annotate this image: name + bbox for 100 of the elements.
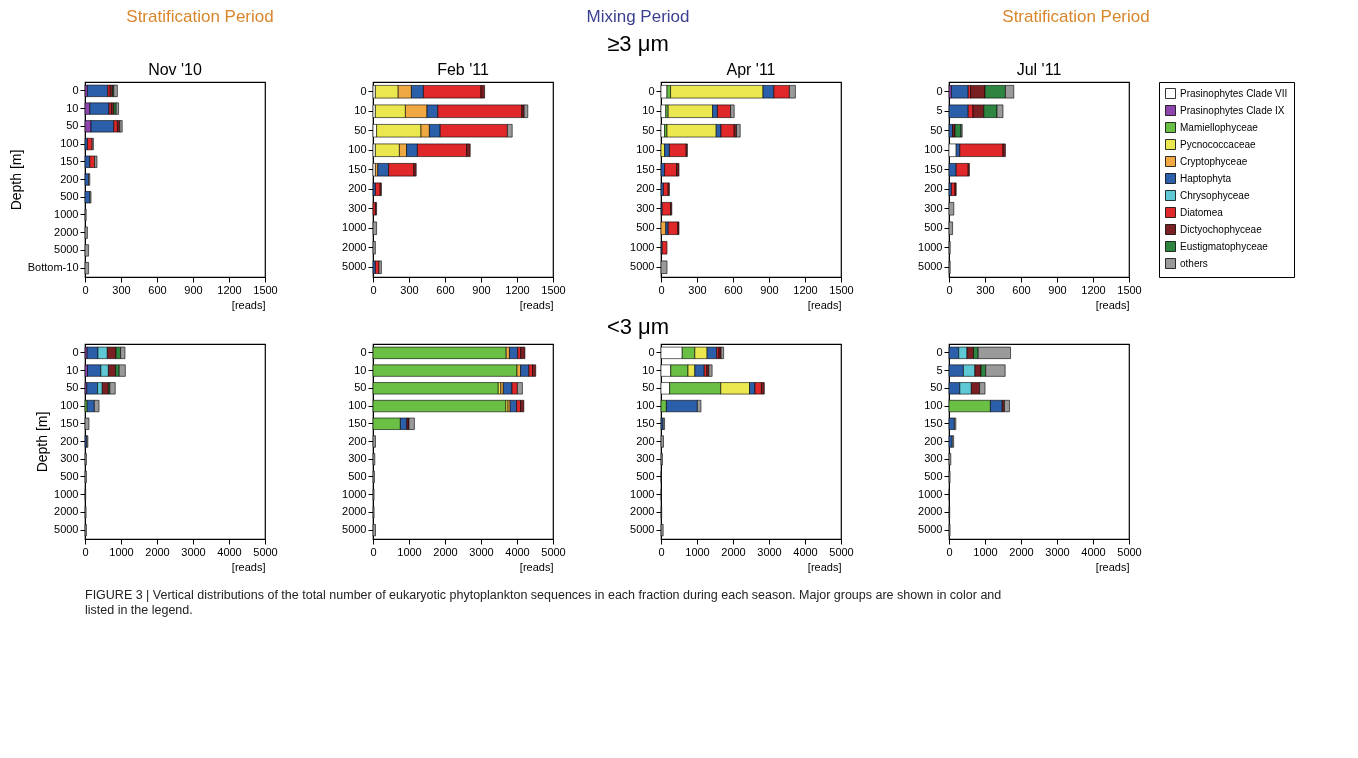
legend-label: Chrysophyceae [1180,189,1250,201]
y-tick-label: 200 [636,434,655,447]
y-tick-label: 2000 [342,240,367,253]
y-tick-label: 150 [924,162,943,175]
x-axis-title: [reads] [231,298,266,311]
x-tick-label: 1000 [973,545,998,558]
y-tick-label: 150 [636,416,655,429]
y-tick-label: 50 [66,381,79,394]
x-tick-label: 1200 [793,283,818,296]
x-tick-label: 0 [658,545,665,558]
x-axis-title: [reads] [807,560,842,573]
x-tick-label: 3000 [469,545,494,558]
y-tick-label: 0 [648,84,655,97]
y-tick-label: 1000 [54,207,79,220]
x-tick-label: 1200 [505,283,530,296]
legend-label: Cryptophyceae [1180,155,1248,167]
x-tick-label: 900 [1048,283,1067,296]
legend-label: others [1180,257,1208,269]
y-tick-label: 150 [348,416,367,429]
x-tick-label: 0 [658,283,665,296]
text: Mixing Period [586,7,690,26]
x-tick-label: 1500 [541,283,566,296]
y-tick-label: 10 [66,101,79,114]
x-tick-label: 1000 [109,545,134,558]
legend-label: Diatomea [1180,206,1224,218]
y-tick-label: 5000 [918,260,943,273]
y-tick-label: 1000 [342,221,367,234]
legend-label: Pycnococcaceae [1180,138,1257,150]
y-tick-label: 200 [348,182,367,195]
y-tick-label: 200 [60,434,79,447]
x-tick-label: 300 [976,283,995,296]
x-tick-label: 1500 [1117,283,1142,296]
y-tick-label: 2000 [54,505,79,518]
x-tick-label: 4000 [793,545,818,558]
y-tick-label: 50 [66,119,79,132]
y-tick-label: 5000 [342,523,367,536]
x-tick-label: 900 [184,283,203,296]
y-tick-label: 10 [354,104,367,117]
chart-subtitle: <3 μm [606,314,670,339]
x-tick-label: 300 [112,283,131,296]
y-tick-label: 200 [924,434,943,447]
x-tick-label: 1200 [1081,283,1106,296]
x-tick-label: 2000 [433,545,458,558]
y-tick-label: 300 [60,452,79,465]
x-tick-label: 5000 [829,545,854,558]
y-tick-label: 300 [348,452,367,465]
y-tick-label: 300 [348,201,367,214]
y-tick-label: 500 [636,221,655,234]
x-axis-title: [reads] [1095,560,1130,573]
x-tick-label: 900 [472,283,491,296]
y-tick-label: 5 [936,104,943,117]
x-tick-label: 2000 [1009,545,1034,558]
y-tick-label: 100 [60,137,79,150]
x-tick-label: 300 [400,283,419,296]
y-tick-label: 50 [354,123,367,136]
y-tick-label: 10 [642,104,655,117]
y-tick-label: 150 [60,416,79,429]
y-tick-label: 150 [348,162,367,175]
x-tick-label: 1500 [253,283,278,296]
x-axis-title: [reads] [519,560,554,573]
y-tick-label: 300 [924,452,943,465]
x-axis-title: [reads] [519,298,554,311]
y-tick-label: 100 [636,143,655,156]
y-tick-label: 50 [930,381,943,394]
y-tick-label: 5000 [54,243,79,256]
y-tick-label: 10 [642,363,655,376]
y-tick-label: 0 [72,345,79,358]
x-tick-label: 0 [946,283,953,296]
y-tick-label: 2000 [630,505,655,518]
y-tick-label: 300 [636,201,655,214]
text: Stratification Period [1002,7,1150,26]
chart-title: Nov '10 [148,61,202,78]
y-tick-label: 150 [636,162,655,175]
x-tick-label: 4000 [217,545,242,558]
chart-title: Feb '11 [437,61,489,78]
legend-label: Prasinophytes Clade VII [1180,87,1288,99]
y-tick-label: 2000 [918,505,943,518]
y-tick-label: 5000 [630,523,655,536]
y-tick-label: 5000 [54,523,79,536]
y-tick-label: 1000 [342,487,367,500]
y-tick-label: 150 [924,416,943,429]
y-tick-label: 50 [930,123,943,136]
x-tick-label: 600 [724,283,743,296]
y-tick-label: 200 [924,182,943,195]
x-tick-label: 2000 [721,545,746,558]
y-tick-label: 500 [924,221,943,234]
x-axis-title: [reads] [807,298,842,311]
x-tick-label: 2000 [145,545,170,558]
legend-label: Eustigmatophyceae [1180,240,1269,252]
y-tick-label: 1000 [918,240,943,253]
chart-title: Jul '11 [1016,60,1062,78]
y-tick-label: 500 [924,469,943,482]
legend-label: Dictyochophyceae [1180,223,1263,235]
y-tick-label: 200 [636,182,655,195]
y-tick-label: 200 [60,172,79,185]
y-tick-label: 5000 [630,260,655,273]
y-tick-label: 1000 [630,240,655,253]
y-tick-label: 50 [642,123,655,136]
x-tick-label: 5000 [1117,545,1142,558]
x-tick-label: 0 [370,545,377,558]
